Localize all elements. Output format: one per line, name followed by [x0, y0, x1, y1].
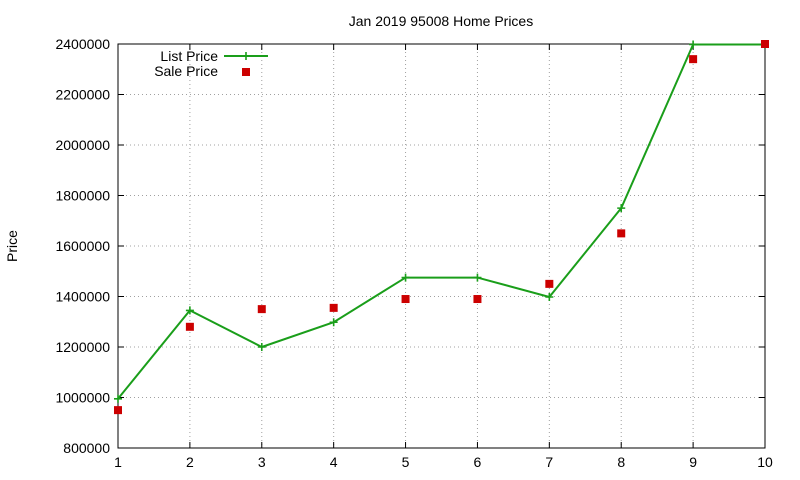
legend-marker-sale-price	[242, 68, 250, 76]
point-list-price	[473, 273, 482, 282]
x-tick-label: 8	[617, 454, 625, 470]
x-tick-label: 5	[402, 454, 410, 470]
x-tick-label: 7	[545, 454, 553, 470]
y-tick-label: 2000000	[55, 137, 110, 153]
series	[114, 40, 769, 415]
point-list-price	[617, 204, 626, 213]
point-sale-price	[689, 55, 698, 64]
point-sale-price	[114, 406, 122, 415]
grid	[118, 44, 765, 448]
y-tick-label: 1800000	[55, 188, 110, 204]
legend: List Price Sale Price	[154, 48, 268, 79]
point-list-price	[545, 293, 554, 302]
point-list-price	[185, 306, 194, 315]
point-sale-price	[473, 295, 482, 304]
x-tick-label: 1	[114, 454, 122, 470]
x-tick-label: 6	[474, 454, 482, 470]
point-sale-price	[401, 295, 410, 304]
point-sale-price	[761, 40, 769, 48]
axis-ticks	[117, 43, 766, 449]
y-tick-label: 1000000	[55, 390, 110, 406]
y-tick-label: 1200000	[55, 339, 110, 355]
point-list-price	[257, 343, 266, 351]
y-tick-label: 1400000	[55, 289, 110, 305]
point-list-price	[689, 40, 698, 49]
legend-marker-list-price	[242, 52, 250, 60]
point-sale-price	[257, 305, 266, 314]
x-tick-label: 4	[330, 454, 338, 470]
x-axis-tick-labels: 1 2 3 4 5 6 7 8 9 10	[114, 454, 773, 470]
y-tick-label: 2400000	[55, 36, 110, 52]
point-sale-price	[185, 322, 194, 331]
point-list-price	[114, 394, 122, 403]
point-list-price	[329, 318, 338, 327]
point-sale-price	[329, 303, 338, 312]
plot-area-border	[117, 43, 766, 449]
chart-title: Jan 2019 95008 Home Prices	[349, 13, 533, 29]
y-tick-label: 2200000	[55, 87, 110, 103]
series-line-list-price	[117, 43, 765, 400]
y-axis-tick-labels: 800000 1000000 1200000 1400000 1600000 180000…	[55, 36, 110, 456]
y-tick-label: 800000	[63, 440, 110, 456]
point-sale-price	[617, 229, 626, 238]
point-sale-price	[545, 279, 554, 288]
x-tick-label: 2	[186, 454, 194, 470]
point-list-price	[401, 273, 410, 282]
legend-label-list-price: List Price	[160, 48, 218, 64]
x-tick-label: 9	[689, 454, 697, 470]
x-tick-label: 10	[757, 454, 773, 470]
y-axis-label: Price	[4, 230, 20, 262]
legend-label-sale-price: Sale Price	[154, 63, 218, 79]
y-tick-label: 1600000	[55, 238, 110, 254]
x-tick-label: 3	[258, 454, 266, 470]
